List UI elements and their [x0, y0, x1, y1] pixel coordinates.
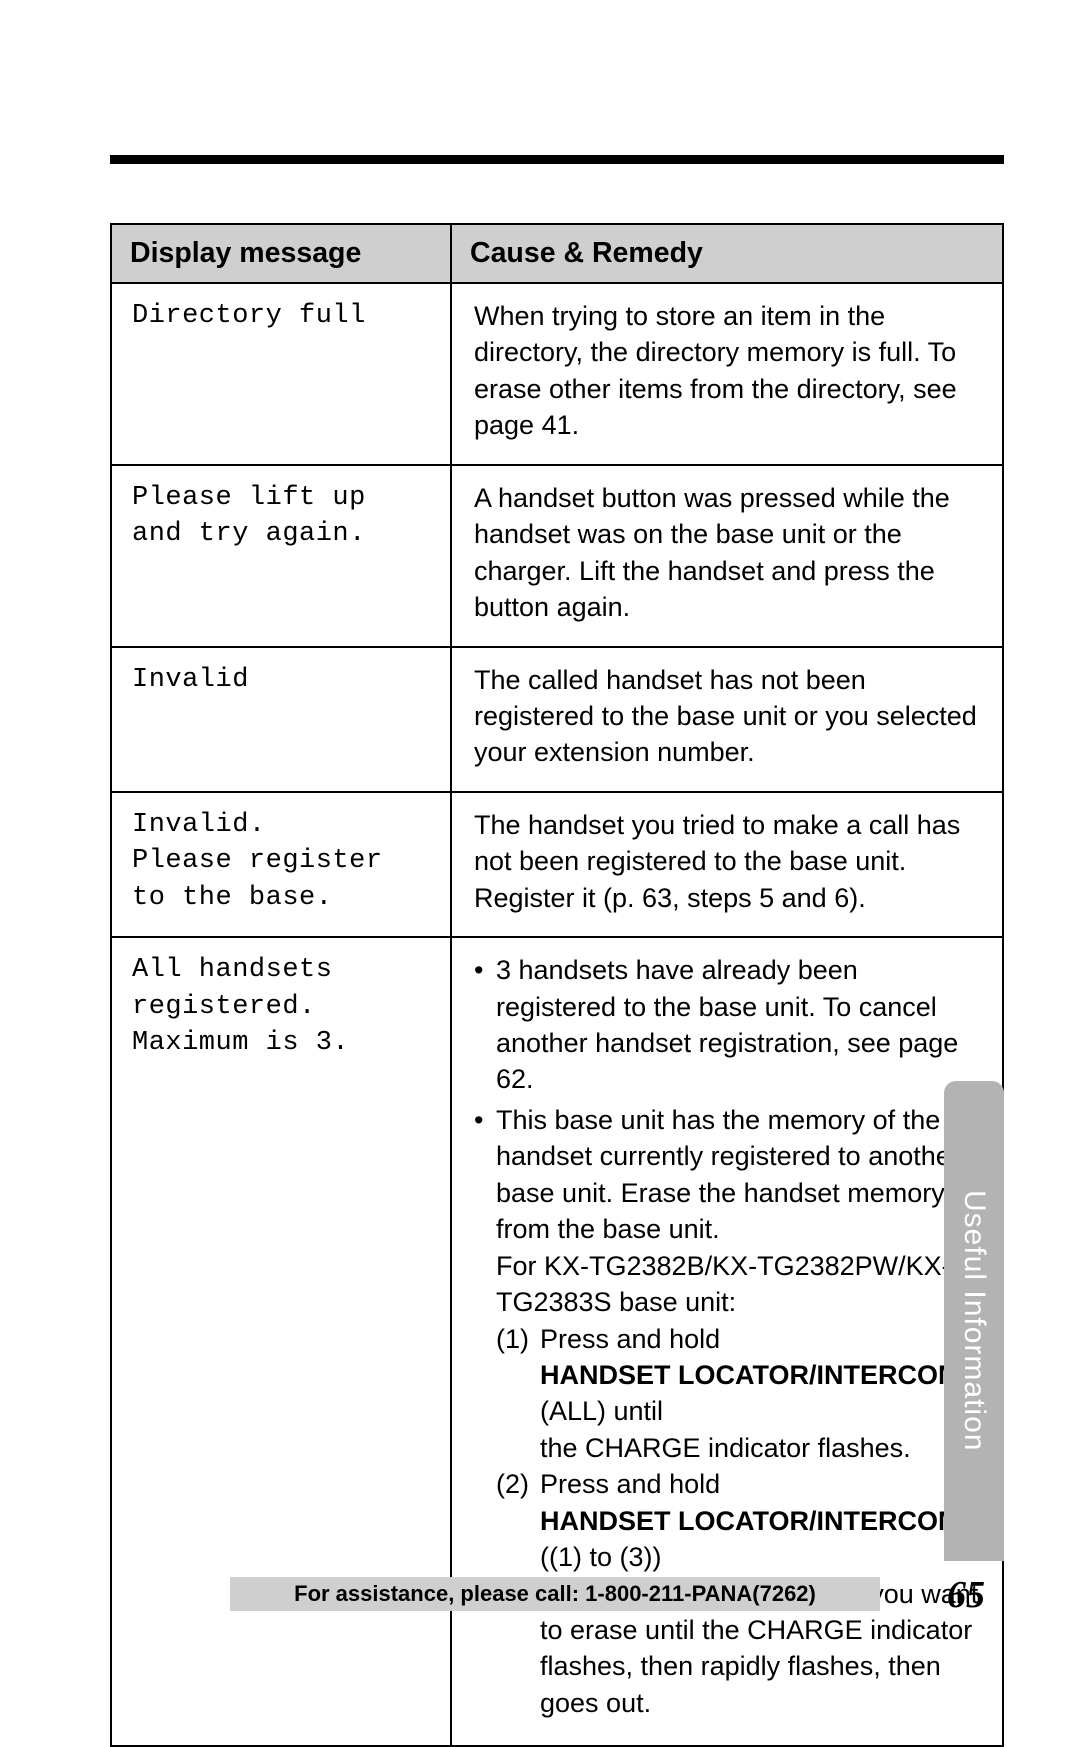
- assistance-text: For assistance, please call: 1-800-211-P…: [294, 1581, 816, 1607]
- step-tail: (ALL) until: [540, 1396, 663, 1426]
- table-row: Please lift upand try again. A handset b…: [111, 465, 1003, 647]
- remedy-text: For KX-TG2382B/KX-TG2382PW/KX-TG2383S ba…: [496, 1251, 951, 1317]
- table-row: Invalid.Please registerto the base. The …: [111, 792, 1003, 937]
- troubleshooting-table: Display message Cause & Remedy Directory…: [110, 223, 1004, 1747]
- manual-page: Display message Cause & Remedy Directory…: [0, 0, 1080, 1669]
- remedy-cell: The handset you tried to make a call has…: [451, 792, 1003, 937]
- step-text: Press and hold: [540, 1324, 720, 1354]
- step-detail: HANDSET LOCATOR/INTERCOM ((1) to (3)): [496, 1503, 980, 1576]
- remedy-bullet: 3 handsets have already been registered …: [474, 952, 980, 1098]
- step-number: (1): [496, 1321, 540, 1357]
- remedy-cell: When trying to store an item in the dire…: [451, 283, 1003, 465]
- top-rule: [110, 155, 1004, 164]
- display-message-cell: Invalid.Please registerto the base.: [111, 792, 451, 937]
- page-number: 65: [947, 1573, 985, 1617]
- step-tail: ((1) to (3)): [540, 1542, 662, 1572]
- step-text: Press and hold: [540, 1469, 720, 1499]
- remedy-bullet: This base unit has the memory of the han…: [474, 1102, 980, 1721]
- display-message-cell: Please lift upand try again.: [111, 465, 451, 647]
- button-name: HANDSET LOCATOR/INTERCOM: [540, 1506, 961, 1536]
- step-detail: HANDSET LOCATOR/INTERCOM (ALL) until: [496, 1357, 980, 1430]
- assistance-footer: For assistance, please call: 1-800-211-P…: [230, 1577, 880, 1611]
- section-tab-label: Useful Information: [957, 1190, 991, 1451]
- step-number: (2): [496, 1466, 540, 1502]
- table-row: All handsetsregistered.Maximum is 3. 3 h…: [111, 937, 1003, 1746]
- step-list: (1)Press and hold HANDSET LOCATOR/INTERC…: [496, 1321, 980, 1722]
- remedy-cell: A handset button was pressed while the h…: [451, 465, 1003, 647]
- table-row: Directory full When trying to store an i…: [111, 283, 1003, 465]
- display-message-cell: Invalid: [111, 647, 451, 792]
- display-message-cell: All handsetsregistered.Maximum is 3.: [111, 937, 451, 1746]
- section-tab-useful-information: Useful Information: [944, 1081, 1004, 1561]
- remedy-cell: 3 handsets have already been registered …: [451, 937, 1003, 1746]
- button-name: HANDSET LOCATOR/INTERCOM: [540, 1360, 961, 1390]
- step-tail: the CHARGE indicator flashes.: [496, 1430, 980, 1466]
- remedy-cell: The called handset has not been register…: [451, 647, 1003, 792]
- table-header-row: Display message Cause & Remedy: [111, 224, 1003, 283]
- col-header-cause-remedy: Cause & Remedy: [451, 224, 1003, 283]
- remedy-text: This base unit has the memory of the han…: [496, 1105, 960, 1244]
- display-message-cell: Directory full: [111, 283, 451, 465]
- step-item: (1)Press and hold HANDSET LOCATOR/INTERC…: [496, 1321, 980, 1467]
- table-row: Invalid The called handset has not been …: [111, 647, 1003, 792]
- col-header-display-message: Display message: [111, 224, 451, 283]
